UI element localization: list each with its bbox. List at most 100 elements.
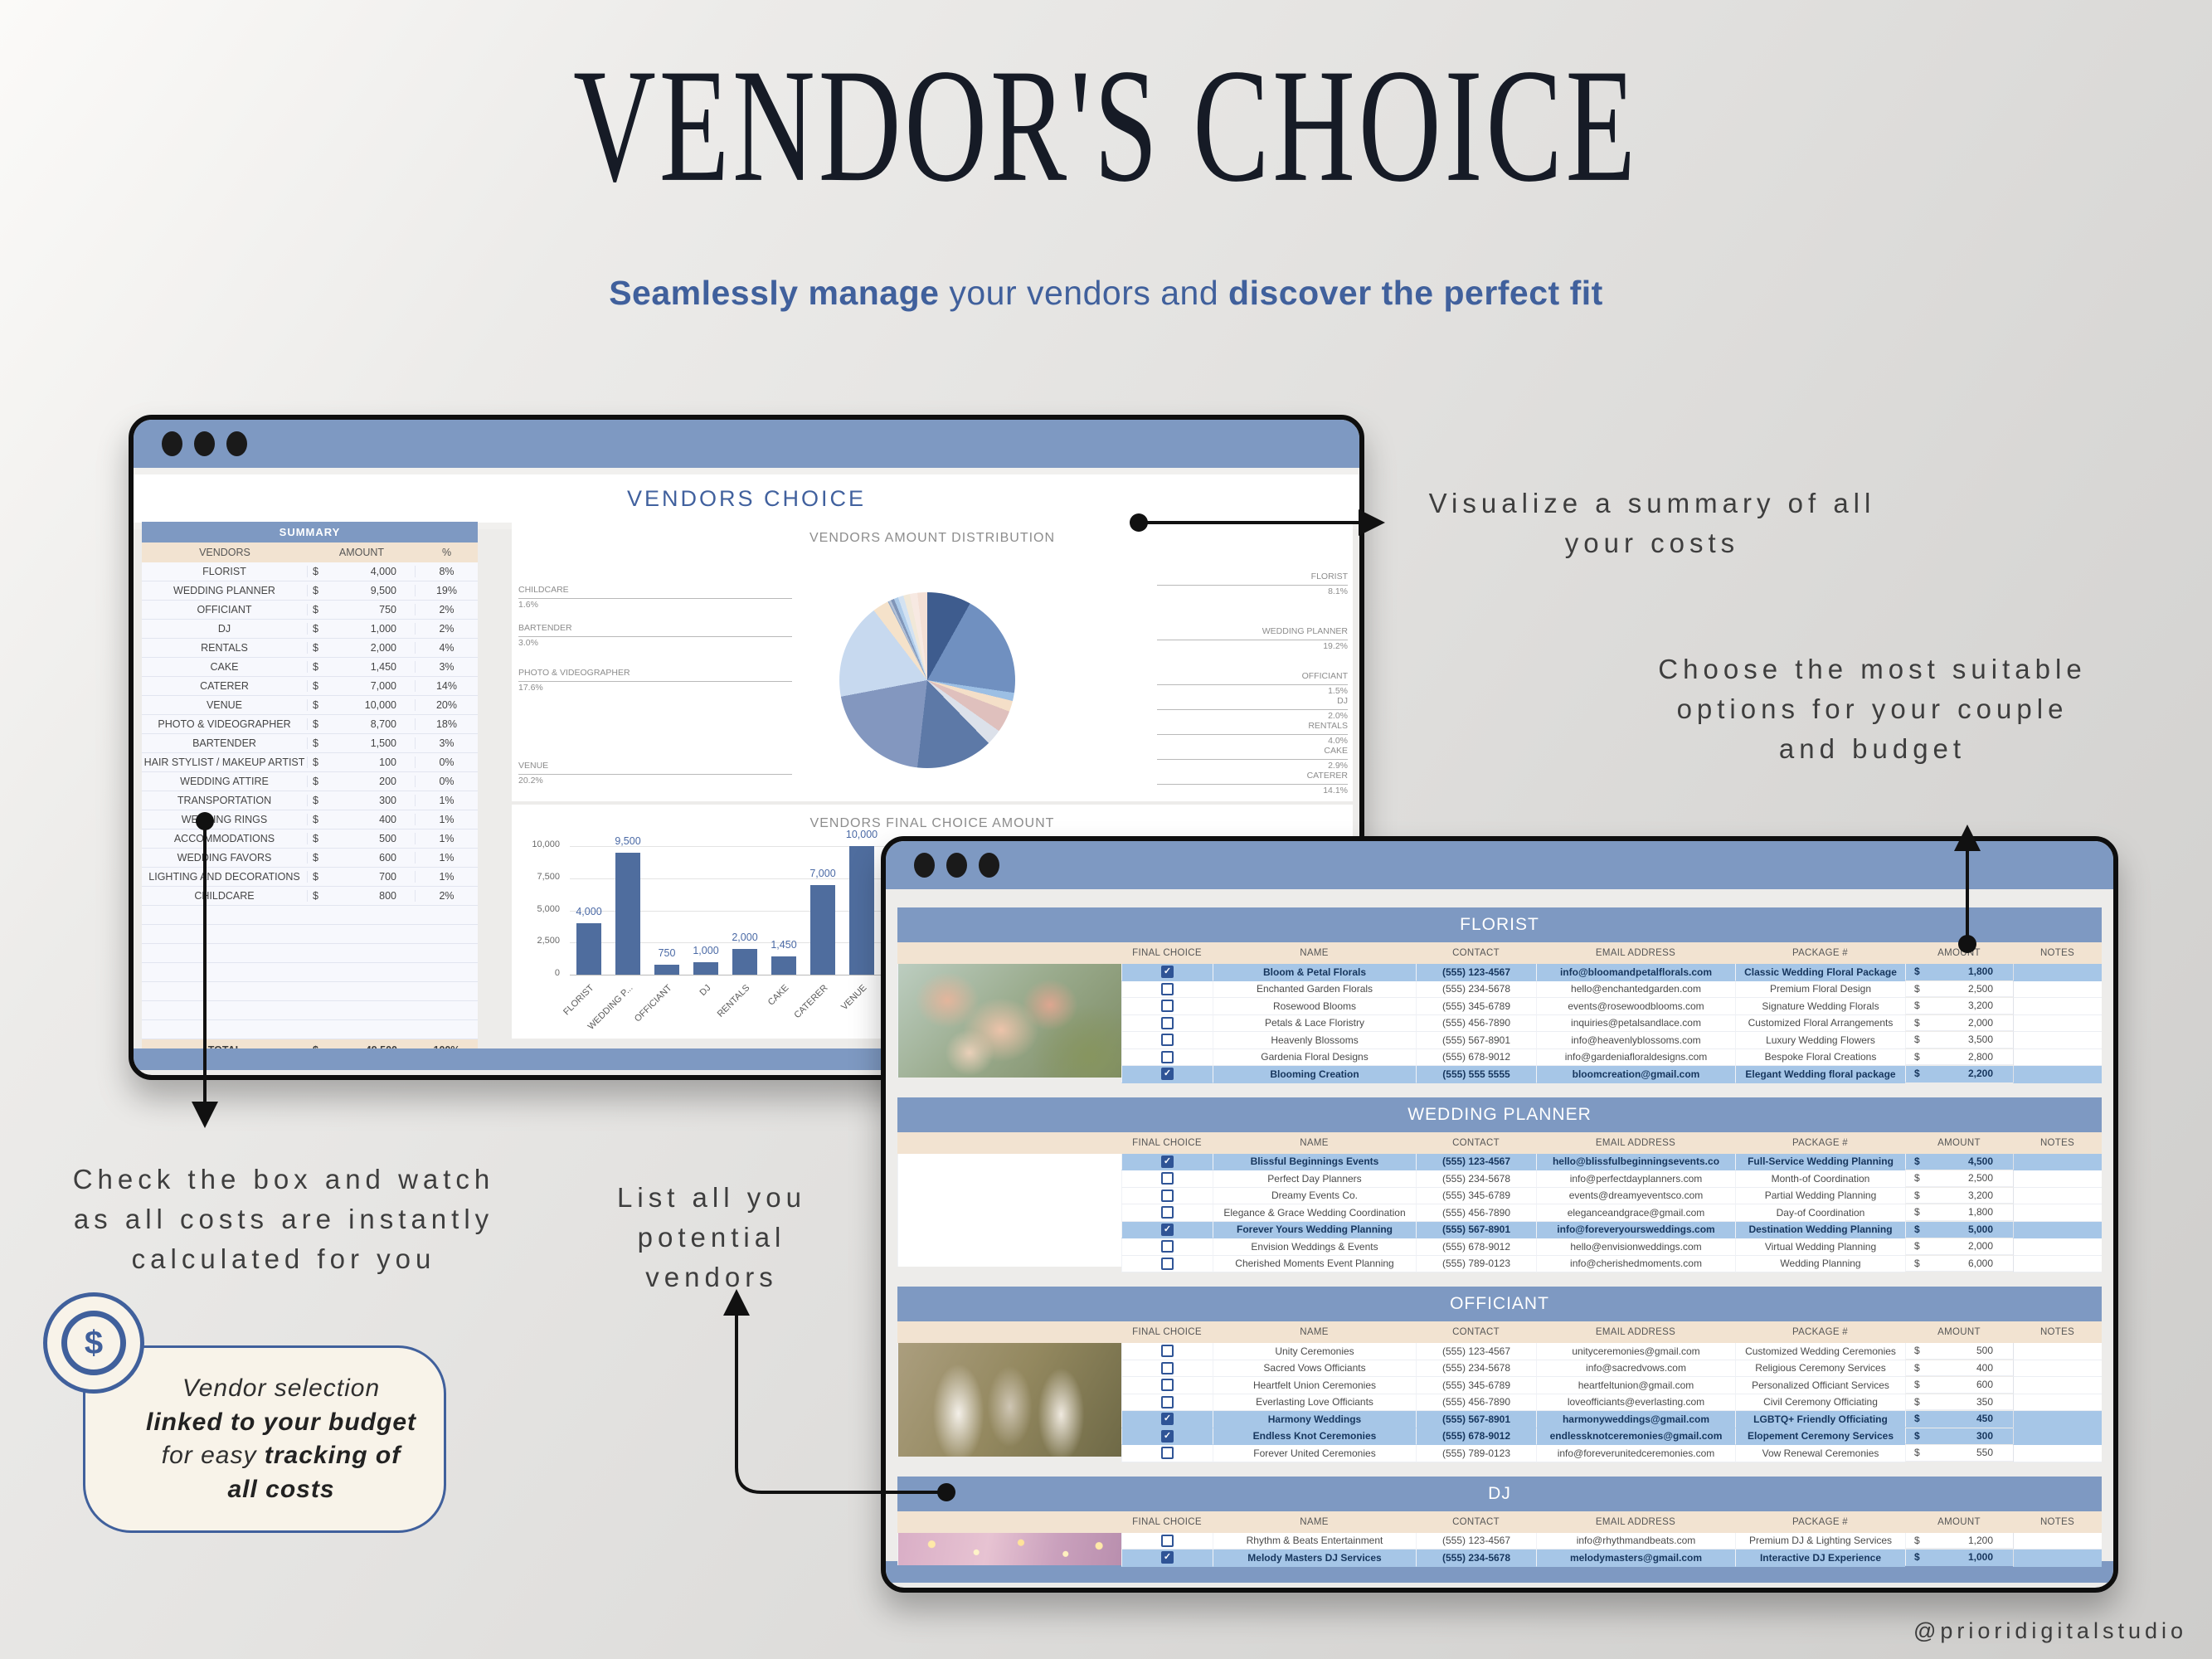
- pie-callout-name: CHILDCARE: [518, 584, 792, 599]
- notes-cell[interactable]: [2013, 1343, 2102, 1360]
- amount-value: 450: [1976, 1413, 1993, 1425]
- final-choice-checkbox[interactable]: ✓: [1161, 1155, 1174, 1168]
- cell-amount: 10,000: [333, 699, 416, 711]
- window-control-dot[interactable]: [946, 853, 967, 878]
- notes-cell[interactable]: [2013, 1066, 2102, 1083]
- cell-pct: 18%: [435, 718, 458, 730]
- final-choice-checkbox[interactable]: [1161, 1361, 1174, 1374]
- notes-cell[interactable]: [2013, 1153, 2102, 1170]
- notes-cell[interactable]: [2013, 1532, 2102, 1550]
- notes-cell[interactable]: [2013, 1360, 2102, 1377]
- notes-cell[interactable]: [2013, 1411, 2102, 1428]
- pie-callout: RENTALS 4.0%: [1157, 720, 1348, 748]
- window-control-dot[interactable]: [162, 431, 182, 456]
- amount-currency: $: [1914, 1429, 1920, 1442]
- column-header: NAME: [1213, 1511, 1416, 1533]
- window-control-dot[interactable]: [914, 853, 935, 878]
- final-choice-checkbox[interactable]: ✓: [1161, 1223, 1174, 1236]
- notes-cell[interactable]: [2013, 1170, 2102, 1188]
- contact-cell: (555) 123-4567: [1416, 1343, 1536, 1360]
- package-cell: Day-of Coordination: [1735, 1204, 1905, 1222]
- cell-pct: 19%: [435, 585, 458, 596]
- cell-vendor: WEDDING ATTIRE: [142, 776, 308, 787]
- amount-currency: $: [1914, 1551, 1920, 1564]
- final-choice-checkbox[interactable]: [1161, 982, 1174, 995]
- window-control-dot[interactable]: [226, 431, 247, 456]
- final-choice-checkbox[interactable]: [1161, 1000, 1174, 1013]
- notes-cell[interactable]: [2013, 1238, 2102, 1256]
- final-choice-checkbox[interactable]: [1161, 1240, 1174, 1253]
- contact-cell: (555) 234-5678: [1416, 1360, 1536, 1377]
- window-control-dot[interactable]: [979, 853, 999, 878]
- cell-vendor: WEDDING PLANNER: [142, 585, 308, 596]
- final-choice-checkbox[interactable]: [1161, 1016, 1174, 1029]
- bar-value-label: 750: [658, 947, 676, 960]
- notes-cell[interactable]: [2013, 1394, 2102, 1411]
- final-choice-checkbox[interactable]: [1161, 1189, 1174, 1202]
- notes-cell[interactable]: [2013, 1428, 2102, 1445]
- notes-cell[interactable]: [2013, 1048, 2102, 1066]
- notes-cell[interactable]: [2013, 980, 2102, 998]
- contact-cell: (555) 123-4567: [1416, 964, 1536, 981]
- email-cell: events@dreamyeventsco.com: [1536, 1187, 1735, 1204]
- vendor-name-cell: Blissful Beginnings Events: [1213, 1153, 1416, 1170]
- x-axis-label: CATERER: [792, 983, 830, 1021]
- pie-callout-pct: 8.1%: [1328, 586, 1348, 596]
- sheet-title: VENDORS CHOICE: [626, 485, 867, 511]
- vendor-name-cell: Everlasting Love Officiants: [1213, 1394, 1416, 1411]
- vendor-lists-window: FLORIST FINAL CHOICE NAME CONTACT EMAIL ADDR…: [881, 836, 2118, 1593]
- final-choice-checkbox[interactable]: [1161, 1257, 1174, 1270]
- final-choice-checkbox[interactable]: ✓: [1161, 1068, 1174, 1081]
- final-choice-checkbox[interactable]: [1161, 1050, 1174, 1063]
- final-choice-checkbox[interactable]: ✓: [1161, 966, 1174, 979]
- final-choice-checkbox[interactable]: ✓: [1161, 1413, 1174, 1426]
- notes-cell[interactable]: [2013, 1204, 2102, 1222]
- window-control-dot[interactable]: [194, 431, 215, 456]
- final-choice-checkbox[interactable]: [1161, 1034, 1174, 1047]
- amount-value: 3,200: [1967, 1000, 1993, 1012]
- notes-cell[interactable]: [2013, 1377, 2102, 1394]
- florist-photo: [897, 964, 1121, 1078]
- vendor-name-cell: Heartfelt Union Ceremonies: [1213, 1377, 1416, 1394]
- email-cell: harmonyweddings@gmail.com: [1536, 1411, 1735, 1428]
- contact-cell: (555) 789-0123: [1416, 1445, 1536, 1462]
- bar-value-label: 1,450: [771, 938, 797, 951]
- notes-cell[interactable]: [2013, 964, 2102, 981]
- amount-cell: $2,500: [1905, 1170, 2013, 1187]
- pie-callout: PHOTO & VIDEOGRAPHER 17.6%: [518, 667, 792, 695]
- cell-currency: $: [313, 585, 318, 596]
- pie-callout-pct: 1.5%: [1328, 685, 1348, 696]
- column-header: FINAL CHOICE: [1121, 1321, 1213, 1343]
- notes-cell[interactable]: [2013, 1255, 2102, 1272]
- notes-cell[interactable]: [2013, 1445, 2102, 1462]
- final-choice-checkbox[interactable]: [1161, 1395, 1174, 1408]
- final-choice-checkbox[interactable]: [1161, 1172, 1174, 1185]
- final-choice-checkbox[interactable]: [1161, 1534, 1174, 1547]
- final-choice-checkbox[interactable]: [1161, 1447, 1174, 1460]
- amount-currency: $: [1914, 982, 1920, 995]
- email-cell: inquiries@petalsandlace.com: [1536, 1014, 1735, 1032]
- final-choice-checkbox[interactable]: ✓: [1161, 1429, 1174, 1443]
- cell-pct: 3%: [439, 737, 455, 749]
- notes-cell[interactable]: [2013, 1550, 2102, 1567]
- notes-cell[interactable]: [2013, 998, 2102, 1015]
- vendor-name-cell: Harmony Weddings: [1213, 1411, 1416, 1428]
- notes-cell[interactable]: [2013, 1032, 2102, 1049]
- pie-callout: WEDDING PLANNER 19.2%: [1157, 625, 1348, 654]
- email-cell: melodymasters@gmail.com: [1536, 1550, 1735, 1567]
- summary-empty-row: [142, 1001, 478, 1020]
- notes-cell[interactable]: [2013, 1187, 2102, 1204]
- final-choice-checkbox[interactable]: [1161, 1206, 1174, 1219]
- final-choice-checkbox[interactable]: [1161, 1379, 1174, 1392]
- final-choice-checkbox[interactable]: [1161, 1345, 1174, 1358]
- final-choice-cell: [1121, 1445, 1213, 1462]
- email-cell: info@cherishedmoments.com: [1536, 1255, 1735, 1272]
- final-choice-checkbox[interactable]: ✓: [1161, 1551, 1174, 1564]
- notes-cell[interactable]: [2013, 1221, 2102, 1238]
- amount-cell: $2,200: [1905, 1066, 2013, 1082]
- summary-row: FLORIST $4,000 8%: [142, 562, 478, 581]
- notes-cell[interactable]: [2013, 1014, 2102, 1032]
- pie-callout-pct: 17.6%: [518, 682, 543, 693]
- pie-callout-name: WEDDING PLANNER: [1157, 625, 1348, 640]
- final-choice-cell: [1121, 1204, 1213, 1222]
